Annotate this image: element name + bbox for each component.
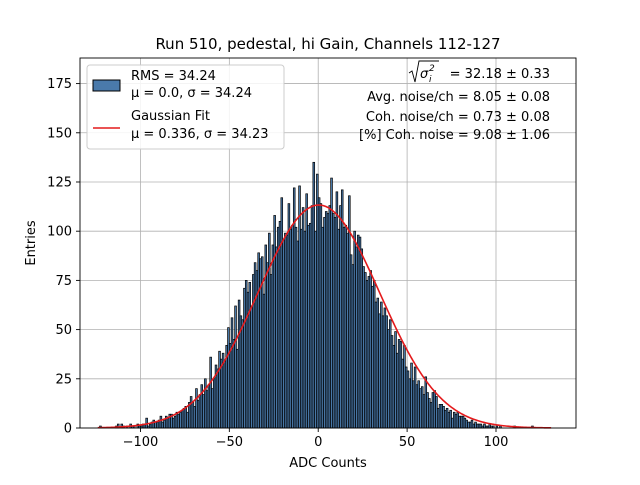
y-axis-label: Entries	[24, 220, 39, 266]
svg-text:σ: σ	[420, 67, 429, 82]
histogram-bars	[99, 161, 534, 429]
y-tick-label: 100	[47, 225, 72, 240]
svg-text:i: i	[429, 75, 432, 85]
x-tick-label: −100	[123, 435, 159, 450]
legend-histogram-label: RMS = 34.24	[131, 69, 216, 84]
legend-fit-label: Gaussian Fit	[131, 109, 210, 124]
svg-text:2: 2	[429, 64, 435, 74]
plot-frame	[79, 57, 577, 429]
legend-fit-stats: μ = 0.336, σ = 34.23	[131, 127, 269, 142]
y-tick-label: 125	[47, 175, 72, 190]
coh-pct-annotation: [%] Coh. noise = 9.08 ± 1.06	[359, 128, 550, 143]
x-tick-label: 0	[314, 435, 322, 450]
y-tick-label: 150	[47, 126, 72, 141]
y-tick-label: 175	[47, 77, 72, 92]
y-tick-label: 0	[64, 422, 72, 437]
gaussian-fit-curve	[97, 204, 552, 429]
sigma-annotation: = 32.18 ± 0.33	[446, 67, 550, 82]
x-tick-label: −50	[216, 435, 243, 450]
noise-annotations: σ 2 i = 32.18 ± 0.33 Avg. noise/ch = 8.0…	[359, 60, 550, 143]
x-axis-label: ADC Counts	[289, 456, 367, 471]
legend-histogram-stats: μ = 0.0, σ = 34.24	[131, 86, 252, 101]
avg-noise-annotation: Avg. noise/ch = 8.05 ± 0.08	[367, 90, 550, 105]
legend: RMS = 34.24 μ = 0.0, σ = 34.24 Gaussian …	[86, 64, 285, 150]
y-tick-label: 25	[55, 372, 72, 387]
legend-box	[86, 64, 285, 150]
y-tick-label: 75	[55, 274, 72, 289]
x-axis: −100 −50 0 50 100	[123, 428, 509, 450]
y-axis: 0 25 50 75 100 125 150 175	[47, 77, 80, 437]
y-tick-label: 50	[55, 323, 72, 338]
x-tick-label: 50	[399, 435, 416, 450]
x-tick-label: 100	[484, 435, 509, 450]
coh-noise-annotation: Coh. noise/ch = 0.73 ± 0.08	[366, 110, 550, 125]
chart-title: Run 510, pedestal, hi Gain, Channels 112…	[155, 35, 500, 53]
sqrt-sigma-symbol: σ 2 i	[408, 60, 439, 85]
legend-histogram-swatch	[92, 79, 121, 92]
